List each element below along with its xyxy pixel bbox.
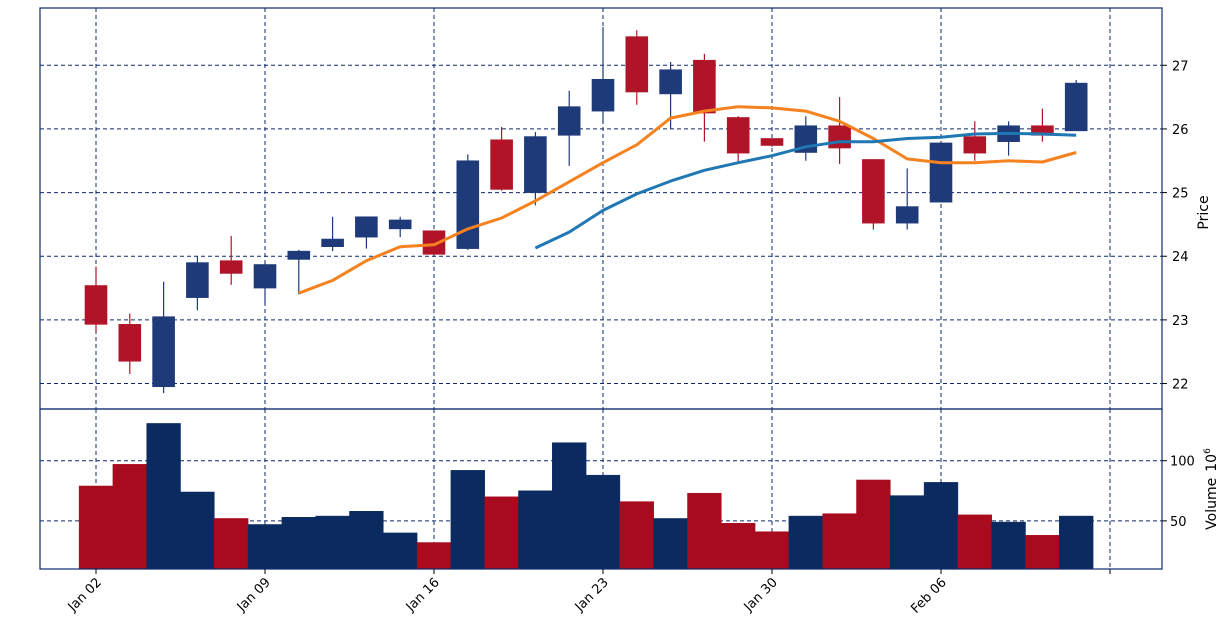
candle-body [557,106,581,136]
volume-bar [315,515,350,570]
volume-bar [991,521,1026,570]
candle-body [659,69,682,95]
price-candles [84,27,1088,394]
volume-axis-ticks: 50 100 [1162,455,1195,530]
candle-body [456,160,480,249]
volume-bar [349,511,384,570]
volume-panel-frame [39,408,1163,570]
candle-body [253,264,277,289]
x-tick-label: Jan 16 [403,575,443,615]
volume-bar [856,479,891,570]
candle-body [490,139,513,190]
candle-body [186,262,209,298]
candle-body [828,125,851,149]
volume-bar [721,523,756,570]
volume-bar [788,515,823,570]
moving-average-short-line [298,105,1077,295]
volume-bar [180,491,215,570]
candle-body [625,36,649,93]
panel-frames [39,7,1163,570]
price-tick-label: 27 [1172,59,1189,74]
volume-bar [619,501,654,570]
candle-body [388,219,412,230]
volume-bar [112,464,147,570]
volume-bar [78,485,114,570]
x-tick-label: Feb 06 [908,575,950,617]
volume-bar [247,524,283,570]
price-tick-label: 22 [1172,378,1189,393]
price-panel-frame [39,7,1163,410]
volume-axis-exponent: 6 [1203,448,1213,454]
candle-body [524,136,547,193]
x-tick-label: Jan 30 [741,575,781,615]
x-tick-label: Jan 23 [572,575,612,615]
volume-axis-label: Volume 106 [1203,448,1220,530]
volume-bar [383,532,418,570]
x-axis-ticks: Jan 02 Jan 09 Jan 16 Jan 23 Jan 30 Feb 06 [65,569,1111,617]
volume-bar [1059,515,1094,570]
candle-body [355,216,378,238]
candle-body [287,250,311,260]
candle-body [321,238,344,247]
volume-bar [552,442,587,570]
x-tick-label: Jan 02 [65,575,105,615]
candle-body [726,117,750,154]
volume-bar [1025,535,1060,570]
price-tick-label: 25 [1172,187,1189,202]
volume-axis-exponent-base: 10 [1204,454,1220,472]
volume-bar [923,482,959,570]
volume-bar [146,423,181,570]
candle-body [152,316,175,388]
volume-bar [890,495,925,570]
x-tick-label: Jan 09 [234,575,274,615]
candle-body [693,59,716,114]
candle-body [219,260,243,274]
candle-body [422,230,446,255]
volume-tick-label: 100 [1170,455,1195,470]
volume-tick-label: 50 [1170,515,1187,530]
volume-bar [281,517,316,570]
volume-bar [416,542,452,570]
volume-bar [754,531,790,570]
volume-bar [484,496,519,570]
candle-body [862,159,885,224]
candle-body [591,78,615,112]
volume-bar [450,470,485,570]
price-axis-ticks: 22 23 24 25 26 27 [1162,59,1189,393]
price-axis-label: Price [1196,195,1212,229]
volume-bar [585,474,621,570]
candle-body [895,206,919,224]
volume-bar [822,513,857,570]
candle-body [760,138,784,146]
volume-bar [214,518,249,570]
volume-bar [957,514,992,570]
volume-axis-label-text: Volume [1204,478,1220,530]
moving-average-long-line [534,131,1077,250]
moving-average-lines [298,105,1077,295]
candle-body [118,324,142,362]
candle-body [929,142,953,203]
volume-bar [687,492,722,570]
price-tick-label: 26 [1172,123,1189,138]
candle-body [84,285,108,325]
candle-body [963,136,987,154]
price-tick-label: 23 [1172,314,1189,329]
price-tick-label: 24 [1172,250,1189,265]
candle-body [1064,82,1088,132]
volume-bar [653,518,688,570]
volume-bar [518,490,553,570]
price-panel-grid [40,8,1162,409]
